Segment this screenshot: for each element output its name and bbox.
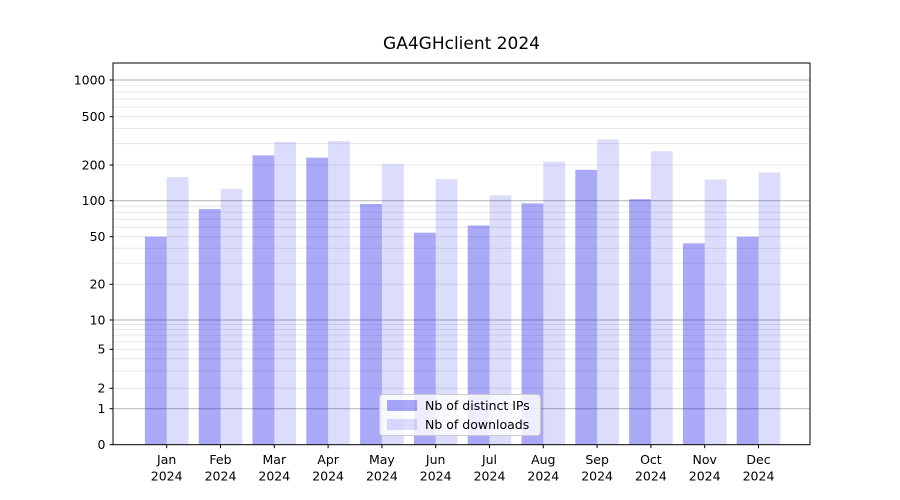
x-tick-label-year-jul: 2024 xyxy=(474,469,506,484)
y-tick-label-500: 500 xyxy=(82,109,106,124)
y-tick-label-200: 200 xyxy=(82,157,106,172)
x-tick-label-month-jun: Jun xyxy=(425,452,446,467)
x-tick-label-month-dec: Dec xyxy=(746,452,770,467)
y-tick-label-1: 1 xyxy=(98,401,106,416)
bar-distinct-ips-mar xyxy=(252,155,275,445)
x-tick-label-month-jan: Jan xyxy=(156,452,176,467)
bar-downloads-oct xyxy=(650,151,673,445)
legend-item-distinct-ips: Nb of distinct IPs xyxy=(380,398,540,413)
bar-distinct-ips-dec xyxy=(736,236,759,445)
x-tick-label-month-feb: Feb xyxy=(209,452,231,467)
bar-downloads-jan xyxy=(166,177,189,445)
bar-downloads-feb xyxy=(220,188,243,445)
x-tick-label-month-sep: Sep xyxy=(585,452,609,467)
legend-label-distinct-ips: Nb of distinct IPs xyxy=(425,398,530,413)
bar-downloads-apr xyxy=(328,141,350,445)
bar-downloads-jun xyxy=(435,179,458,445)
bar-distinct-ips-jul xyxy=(467,225,490,445)
x-tick-label-year-may: 2024 xyxy=(366,469,398,484)
legend-swatch-downloads xyxy=(387,419,417,430)
legend-label-downloads: Nb of downloads xyxy=(425,417,530,432)
bar-downloads-aug xyxy=(543,161,566,445)
x-tick-label-year-sep: 2024 xyxy=(581,469,613,484)
x-tick-label-year-jun: 2024 xyxy=(420,469,452,484)
axes-frame xyxy=(112,62,811,446)
y-tick-label-2: 2 xyxy=(98,381,106,396)
x-tick-label-month-apr: Apr xyxy=(317,452,339,467)
x-tick-label-year-dec: 2024 xyxy=(743,469,775,484)
y-tick-label-0: 0 xyxy=(98,437,106,452)
bar-downloads-mar xyxy=(274,141,297,445)
bar-downloads-may xyxy=(381,164,404,445)
legend: Nb of distinct IPs Nb of downloads xyxy=(379,394,541,436)
legend-item-downloads: Nb of downloads xyxy=(380,417,540,432)
bar-distinct-ips-oct xyxy=(629,199,651,445)
y-tick-label-20: 20 xyxy=(90,277,106,292)
x-tick-label-month-aug: Aug xyxy=(531,452,555,467)
x-tick-label-year-jan: 2024 xyxy=(151,469,183,484)
x-tick-label-month-jul: Jul xyxy=(481,452,497,467)
y-tick-label-100: 100 xyxy=(82,193,106,208)
y-tick-label-10: 10 xyxy=(90,312,106,327)
bar-distinct-ips-apr xyxy=(306,157,329,445)
bar-downloads-sep xyxy=(597,139,619,445)
x-tick-label-month-mar: Mar xyxy=(263,452,287,467)
x-tick-label-year-apr: 2024 xyxy=(312,469,344,484)
bar-distinct-ips-jan xyxy=(144,236,167,445)
bar-distinct-ips-may xyxy=(360,203,382,445)
x-tick-label-year-nov: 2024 xyxy=(689,469,721,484)
bar-downloads-jul xyxy=(489,195,512,445)
bar-distinct-ips-jun xyxy=(413,232,436,445)
x-tick-label-year-aug: 2024 xyxy=(527,469,559,484)
bar-downloads-nov xyxy=(704,179,727,445)
y-tick-label-1000: 1000 xyxy=(74,72,106,87)
y-tick-label-5: 5 xyxy=(98,342,106,357)
chart-title: GA4GHclient 2024 xyxy=(383,34,540,54)
x-tick-label-month-nov: Nov xyxy=(692,452,717,467)
legend-swatch-distinct-ips xyxy=(387,400,417,411)
bar-distinct-ips-sep xyxy=(575,169,598,445)
x-tick-label-month-may: May xyxy=(369,452,395,467)
x-tick-label-year-feb: 2024 xyxy=(205,469,237,484)
bar-downloads-dec xyxy=(758,172,781,445)
y-tick-label-50: 50 xyxy=(90,229,106,244)
bar-distinct-ips-feb xyxy=(198,209,221,445)
bar-distinct-ips-nov xyxy=(682,243,705,445)
bar-distinct-ips-aug xyxy=(521,203,544,445)
x-tick-label-year-mar: 2024 xyxy=(258,469,290,484)
x-tick-label-month-oct: Oct xyxy=(640,452,662,467)
x-tick-label-year-oct: 2024 xyxy=(635,469,667,484)
